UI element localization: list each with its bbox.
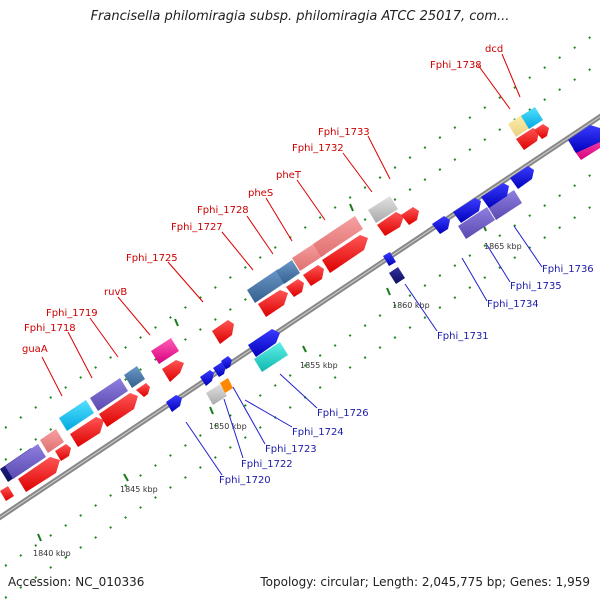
gene-label: Fphi_1728 [197,205,249,216]
gene-block [206,384,227,405]
gene-arrow [18,457,60,492]
gene-label: Fphi_1727 [171,222,223,233]
gene-label: Fphi_1719 [46,308,98,319]
gene-label: Fphi_1725 [126,253,178,264]
scale-label-1855: 1855 kbp [300,361,338,370]
gene-block [368,196,398,223]
map-title: Francisella philomiragia subsp. philomir… [90,9,510,24]
gene-block [276,260,300,284]
gene-arrow [55,444,71,461]
gene-label: Fphi_1733 [318,127,370,138]
gene-label: Fphi_1735 [510,281,562,292]
gene-arrow [258,290,288,317]
gene-block [59,400,94,431]
reverse-strand-genes[interactable] [166,125,600,412]
gene-label: guaA [22,344,48,355]
gene-arrow [383,252,396,266]
gene-label: pheS [248,188,273,199]
gene-block [313,216,363,257]
gene-label: pheT [276,170,302,181]
gene-arrow [248,329,280,357]
gene-block [5,444,46,479]
reverse-gene-labels: Fphi_1720 Fphi_1722 Fphi_1723 Fphi_1724 … [219,264,594,486]
gene-arrow [286,279,304,297]
gene-label: dcd [485,44,503,55]
gene-arrow [377,212,404,236]
accession-text: Accession: NC_010336 [8,575,145,589]
gene-arrow [213,362,226,377]
gene-block [521,107,543,129]
gene-label: Fphi_1736 [542,264,594,275]
sequence-axis [0,113,600,521]
gene-label: Fphi_1724 [292,427,344,438]
leader-lines [41,53,543,476]
gene-block [220,378,233,393]
gene-arrow [534,124,549,139]
gene-arrow [221,356,232,369]
scale-label-1840: 1840 kbp [33,549,71,558]
gene-block [389,267,405,284]
gene-arrow [200,370,214,386]
gene-arrow [510,166,534,189]
gene-arrow [481,183,509,208]
gene-block [90,378,128,411]
gene-label: Fphi_1722 [241,459,293,470]
gene-label: ruvB [104,287,127,298]
gene-arrow [568,125,600,153]
genome-summary-text: Topology: circular; Length: 2,045,775 bp… [260,575,590,589]
gene-arrow [432,216,450,234]
gene-arrow [70,417,104,447]
gene-block [40,429,64,453]
gene-label: Fphi_1718 [24,323,76,334]
gene-label: Fphi_1723 [265,444,317,455]
gene-arrow [322,235,368,273]
gene-arrow [0,486,14,501]
gene-arrow [136,383,150,397]
gene-arrow [99,393,138,427]
gene-arrow [303,265,324,286]
gene-arrow [516,128,539,150]
gene-block [458,207,495,239]
gene-arrow [401,207,419,225]
gene-block [488,190,522,220]
gene-block [254,342,288,372]
scale-label-1865: 1865 kbp [484,242,522,251]
gene-label: Fphi_1738 [430,60,482,71]
gene-label: Fphi_1732 [292,143,344,154]
forward-gene-labels: guaA Fphi_1718 Fphi_1719 ruvB Fphi_1725 … [22,44,503,355]
gene-label: Fphi_1720 [219,475,271,486]
gene-block [124,366,145,388]
scale-label-1845: 1845 kbp [120,485,158,494]
gene-label: Fphi_1731 [437,331,489,342]
forward-strand-genes[interactable] [0,107,600,501]
scale-labels: 1840 kbp 1845 kbp 1850 kbp 1855 kbp 1860… [33,242,522,558]
gene-block [151,338,179,364]
gene-arrow [166,395,182,412]
gene-label: Fphi_1734 [487,299,539,310]
gene-arrow [212,320,234,344]
gene-arrow [162,360,184,382]
gene-label: Fphi_1726 [317,408,369,419]
scale-ticks [37,203,487,542]
scale-label-1850: 1850 kbp [209,422,247,431]
gene-block [247,269,286,303]
gene-arrow [453,198,481,223]
scale-label-1860: 1860 kbp [392,301,430,310]
